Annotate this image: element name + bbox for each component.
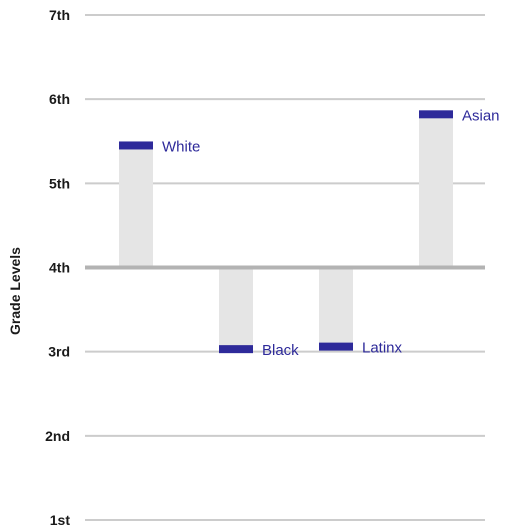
y-axis-title: Grade Levels bbox=[7, 247, 23, 335]
data-label-latinx: Latinx bbox=[362, 340, 403, 357]
marker-asian bbox=[419, 110, 453, 119]
bar-latinx bbox=[319, 267, 353, 347]
y-tick-label: 2nd bbox=[45, 428, 70, 444]
y-tick-label: 5th bbox=[49, 175, 70, 191]
y-tick-label: 6th bbox=[49, 91, 70, 107]
bar-black bbox=[219, 267, 253, 350]
bars bbox=[119, 114, 453, 350]
bar-white bbox=[119, 145, 153, 268]
y-tick-label: 7th bbox=[49, 7, 70, 23]
data-label-asian: Asian bbox=[462, 107, 500, 124]
marker-latinx bbox=[319, 342, 353, 351]
y-tick-label: 4th bbox=[49, 260, 70, 276]
bar-asian bbox=[419, 114, 453, 268]
data-label-black: Black bbox=[262, 342, 299, 359]
data-label-white: White bbox=[162, 138, 200, 155]
marker-black bbox=[219, 345, 253, 354]
data-labels: White Black Latinx Asian bbox=[162, 107, 500, 359]
marker-white bbox=[119, 141, 153, 150]
y-tick-label: 1st bbox=[50, 512, 71, 528]
y-tick-labels: 1st 2nd 3rd 4th 5th 6th 7th bbox=[45, 7, 70, 528]
value-markers bbox=[119, 110, 453, 354]
y-tick-label: 3rd bbox=[48, 344, 70, 360]
